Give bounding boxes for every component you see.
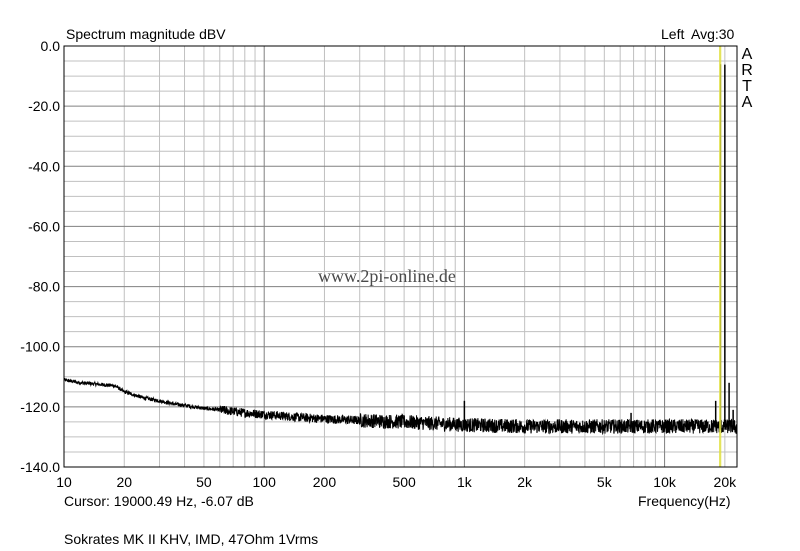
grid-minor xyxy=(64,46,737,467)
cursor-readout: Cursor: 19000.49 Hz, -6.07 dB xyxy=(64,493,254,509)
brand-letter: R xyxy=(741,62,753,79)
watermark-annotation: www.2pi-online.de xyxy=(318,266,456,286)
brand-letter: T xyxy=(742,78,752,95)
arta-logo: A R T A xyxy=(741,47,753,111)
y-tick-label: -80.0 xyxy=(28,279,60,295)
measurement-caption: Sokrates MK II KHV, IMD, 47Ohm 1Vrms xyxy=(64,531,319,547)
y-tick-label: -140.0 xyxy=(20,459,60,475)
x-tick-label: 200 xyxy=(313,474,337,490)
x-tick-labels: 10 20 50 100 200 500 1k 2k 5k 10k 20k xyxy=(56,474,737,490)
x-axis-label: Frequency(Hz) xyxy=(638,493,731,509)
x-tick-label: 10k xyxy=(653,474,677,490)
chart-title: Spectrum magnitude dBV xyxy=(66,26,226,42)
plot-frame xyxy=(63,45,738,468)
x-tick-label: 100 xyxy=(253,474,277,490)
x-tick-label: 1k xyxy=(457,474,473,490)
x-tick-label: 2k xyxy=(517,474,533,490)
y-tick-label: -40.0 xyxy=(28,158,60,174)
brand-letter: A xyxy=(741,94,753,111)
x-tick-label: 50 xyxy=(196,474,212,490)
x-tick-label: 10 xyxy=(56,474,72,490)
brand-letter: A xyxy=(741,46,753,63)
y-tick-label: -120.0 xyxy=(20,399,60,415)
x-tick-label: 20 xyxy=(116,474,132,490)
averaging-label: Avg:30 xyxy=(691,26,735,42)
spectrum-trace xyxy=(63,64,738,436)
y-tick-label: -100.0 xyxy=(20,339,60,355)
channel-label: Left xyxy=(661,26,685,42)
x-tick-label: 20k xyxy=(714,474,738,490)
y-tick-label: 0.0 xyxy=(41,38,61,54)
noise-floor-trace xyxy=(63,378,738,436)
y-tick-labels: 0.0 -20.0 -40.0 -60.0 -80.0 -100.0 -120.0 -140.… xyxy=(20,38,60,475)
cursor-marker[interactable] xyxy=(719,46,722,467)
y-tick-label: -20.0 xyxy=(28,98,60,114)
x-tick-label: 5k xyxy=(597,474,613,490)
y-tick-label: -60.0 xyxy=(28,218,60,234)
x-tick-label: 500 xyxy=(392,474,416,490)
